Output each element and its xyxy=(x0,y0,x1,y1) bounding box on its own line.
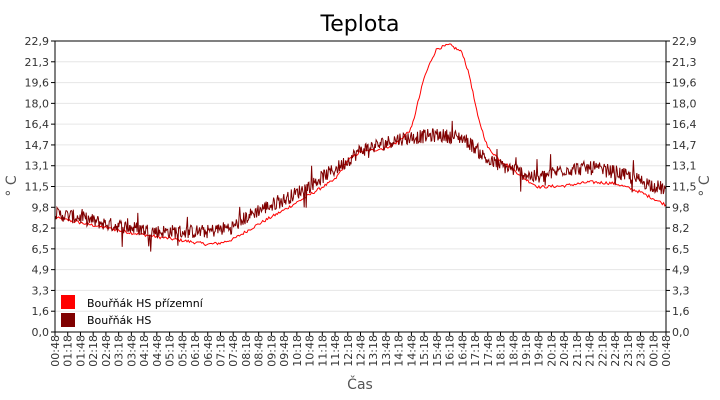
x-tick-label: 04:18 xyxy=(138,335,151,367)
legend-swatch-1 xyxy=(61,295,75,309)
y-tick-label-right: 19,6 xyxy=(672,77,697,90)
y-tick-label-right: 0,0 xyxy=(672,326,690,339)
series-group xyxy=(54,43,667,252)
x-tick-label: 14:18 xyxy=(393,335,406,367)
x-tick-label: 13:48 xyxy=(380,335,393,367)
y-tick-label-right: 4,9 xyxy=(672,264,690,277)
y-tick-label-left: 18,0 xyxy=(25,97,50,110)
y-tick-label-left: 4,9 xyxy=(32,264,50,277)
y-tick-label-left: 11,5 xyxy=(25,181,50,194)
y-axis-label-right: ° C xyxy=(697,175,713,196)
y-tick-label-left: 8,2 xyxy=(32,222,50,235)
y-tick-label-left: 21,3 xyxy=(25,56,50,69)
plot-frame xyxy=(54,40,667,333)
x-tick-label: 11:48 xyxy=(329,335,342,367)
x-tick-label: 17:18 xyxy=(469,335,482,367)
x-axis: 00:48 01:18 01:48 02:18 02:48 03:18 03:48 04:18… xyxy=(49,332,673,367)
x-tick-label: 20:48 xyxy=(558,335,571,367)
x-tick-label: 12:48 xyxy=(355,335,368,367)
x-tick-label: 10:18 xyxy=(291,335,304,367)
x-tick-label: 07:18 xyxy=(214,335,227,367)
y-tick-label-right: 8,2 xyxy=(672,222,690,235)
y-tick-label-left: 14,7 xyxy=(25,139,50,152)
y-tick-label-right: 3,3 xyxy=(672,284,690,297)
x-tick-label: 20:18 xyxy=(545,335,558,367)
x-tick-label: 00:18 xyxy=(647,335,660,367)
x-tick-label: 22:18 xyxy=(596,335,609,367)
y-tick-label-right: 14,7 xyxy=(672,139,697,152)
y-tick-label-right: 22,9 xyxy=(672,35,697,48)
x-tick-label: 04:48 xyxy=(151,335,164,367)
x-tick-label: 17:48 xyxy=(482,335,495,367)
x-tick-label: 11:18 xyxy=(316,335,329,367)
x-tick-label: 10:48 xyxy=(304,335,317,367)
x-tick-label: 02:48 xyxy=(100,335,113,367)
x-tick-label: 03:18 xyxy=(113,335,126,367)
legend-label-1: Bouřňák HS přízemní xyxy=(87,297,204,310)
y-tick-label-right: 9,8 xyxy=(672,201,690,214)
x-tick-label: 21:18 xyxy=(571,335,584,367)
y-axis-label-left: ° C xyxy=(4,175,20,196)
x-tick-label: 06:18 xyxy=(189,335,202,367)
x-tick-label: 13:18 xyxy=(367,335,380,367)
x-tick-label: 19:18 xyxy=(520,335,533,367)
y-tick-label-left: 19,6 xyxy=(25,77,50,90)
y-tick-label-left: 13,1 xyxy=(25,160,50,173)
x-tick-label: 08:48 xyxy=(253,335,266,367)
y-tick-label-right: 6,5 xyxy=(672,243,690,256)
x-axis-label: Čas xyxy=(347,375,373,393)
y-tick-label-right: 16,4 xyxy=(672,118,697,131)
x-tick-label: 05:48 xyxy=(176,335,189,367)
x-tick-label: 00:48 xyxy=(49,335,62,367)
x-tick-label: 09:48 xyxy=(278,335,291,367)
y-axis-left: 0,0 1,6 3,3 4,9 6,5 8,2 9,8 11,5 13,1 14,7 16,4 18,… xyxy=(25,35,55,339)
x-tick-label: 15:48 xyxy=(431,335,444,367)
x-tick-label: 15:18 xyxy=(418,335,431,367)
x-tick-label: 16:18 xyxy=(444,335,457,367)
y-axis-right: 0,0 1,6 3,3 4,9 6,5 8,2 9,8 11,5 13,1 14,7 16,4 18,… xyxy=(666,35,697,339)
x-tick-label: 02:18 xyxy=(87,335,100,367)
y-tick-label-left: 0,0 xyxy=(32,326,50,339)
chart-title: Teplota xyxy=(320,12,400,37)
y-tick-label-right: 1,6 xyxy=(672,305,690,318)
x-tick-label: 01:18 xyxy=(62,335,75,367)
y-tick-label-right: 21,3 xyxy=(672,56,697,69)
y-tick-label-right: 11,5 xyxy=(672,181,697,194)
x-tick-label: 07:48 xyxy=(227,335,240,367)
legend: Bouřňák HS přízemní Bouřňák HS xyxy=(61,295,204,327)
x-tick-label: 18:18 xyxy=(495,335,508,367)
grid xyxy=(55,61,666,312)
x-tick-label: 09:18 xyxy=(265,335,278,367)
x-tick-label: 23:18 xyxy=(622,335,635,367)
x-tick-label: 08:18 xyxy=(240,335,253,367)
x-tick-label: 21:48 xyxy=(584,335,597,367)
x-tick-label: 23:48 xyxy=(635,335,648,367)
y-tick-label-left: 16,4 xyxy=(25,118,50,131)
series-line-2 xyxy=(54,120,667,252)
y-tick-label-left: 6,5 xyxy=(32,243,50,256)
y-tick-label-right: 18,0 xyxy=(672,97,697,110)
x-tick-label: 19:48 xyxy=(533,335,546,367)
x-tick-label: 05:18 xyxy=(164,335,177,367)
x-tick-label: 01:48 xyxy=(74,335,87,367)
legend-swatch-2 xyxy=(61,313,75,327)
x-tick-label: 16:48 xyxy=(456,335,469,367)
x-tick-label: 18:48 xyxy=(507,335,520,367)
x-tick-label: 12:18 xyxy=(342,335,355,367)
x-tick-label: 22:48 xyxy=(609,335,622,367)
legend-label-2: Bouřňák HS xyxy=(87,314,151,327)
y-tick-label-left: 3,3 xyxy=(32,284,50,297)
x-tick-label: 14:48 xyxy=(405,335,418,367)
y-tick-label-left: 22,9 xyxy=(25,35,50,48)
y-tick-label-right: 13,1 xyxy=(672,160,697,173)
x-tick-label: 03:48 xyxy=(125,335,138,367)
x-tick-label: 00:48 xyxy=(660,335,673,367)
x-tick-label: 06:48 xyxy=(202,335,215,367)
y-tick-label-left: 9,8 xyxy=(32,201,50,214)
y-tick-label-left: 1,6 xyxy=(32,305,50,318)
